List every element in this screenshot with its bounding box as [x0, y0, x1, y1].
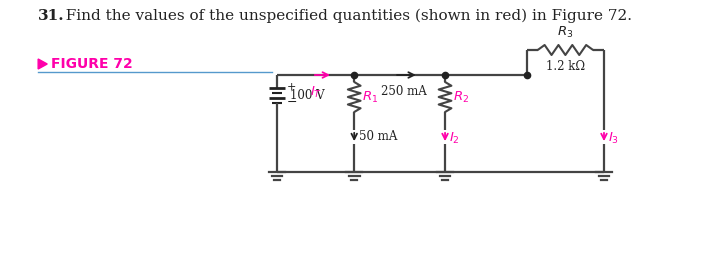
Text: $I_T$: $I_T$ [310, 85, 323, 100]
Text: 100 V: 100 V [289, 88, 325, 101]
Text: Find the values of the unspecified quantities (shown in red) in Figure 72.: Find the values of the unspecified quant… [56, 9, 632, 23]
Text: 1.2 kΩ: 1.2 kΩ [546, 60, 585, 73]
Text: $R_1$: $R_1$ [362, 89, 379, 105]
Text: $R_2$: $R_2$ [453, 89, 469, 105]
Text: 50 mA: 50 mA [359, 131, 397, 144]
Text: +: + [287, 82, 297, 92]
Text: 250 mA: 250 mA [382, 85, 427, 98]
Text: $R_3$: $R_3$ [557, 25, 574, 40]
Polygon shape [38, 59, 48, 69]
Text: −: − [287, 95, 297, 108]
Text: $I_2$: $I_2$ [449, 131, 459, 146]
Text: FIGURE 72: FIGURE 72 [51, 57, 132, 71]
Text: $I_3$: $I_3$ [608, 131, 618, 146]
Text: 31.: 31. [38, 9, 65, 23]
